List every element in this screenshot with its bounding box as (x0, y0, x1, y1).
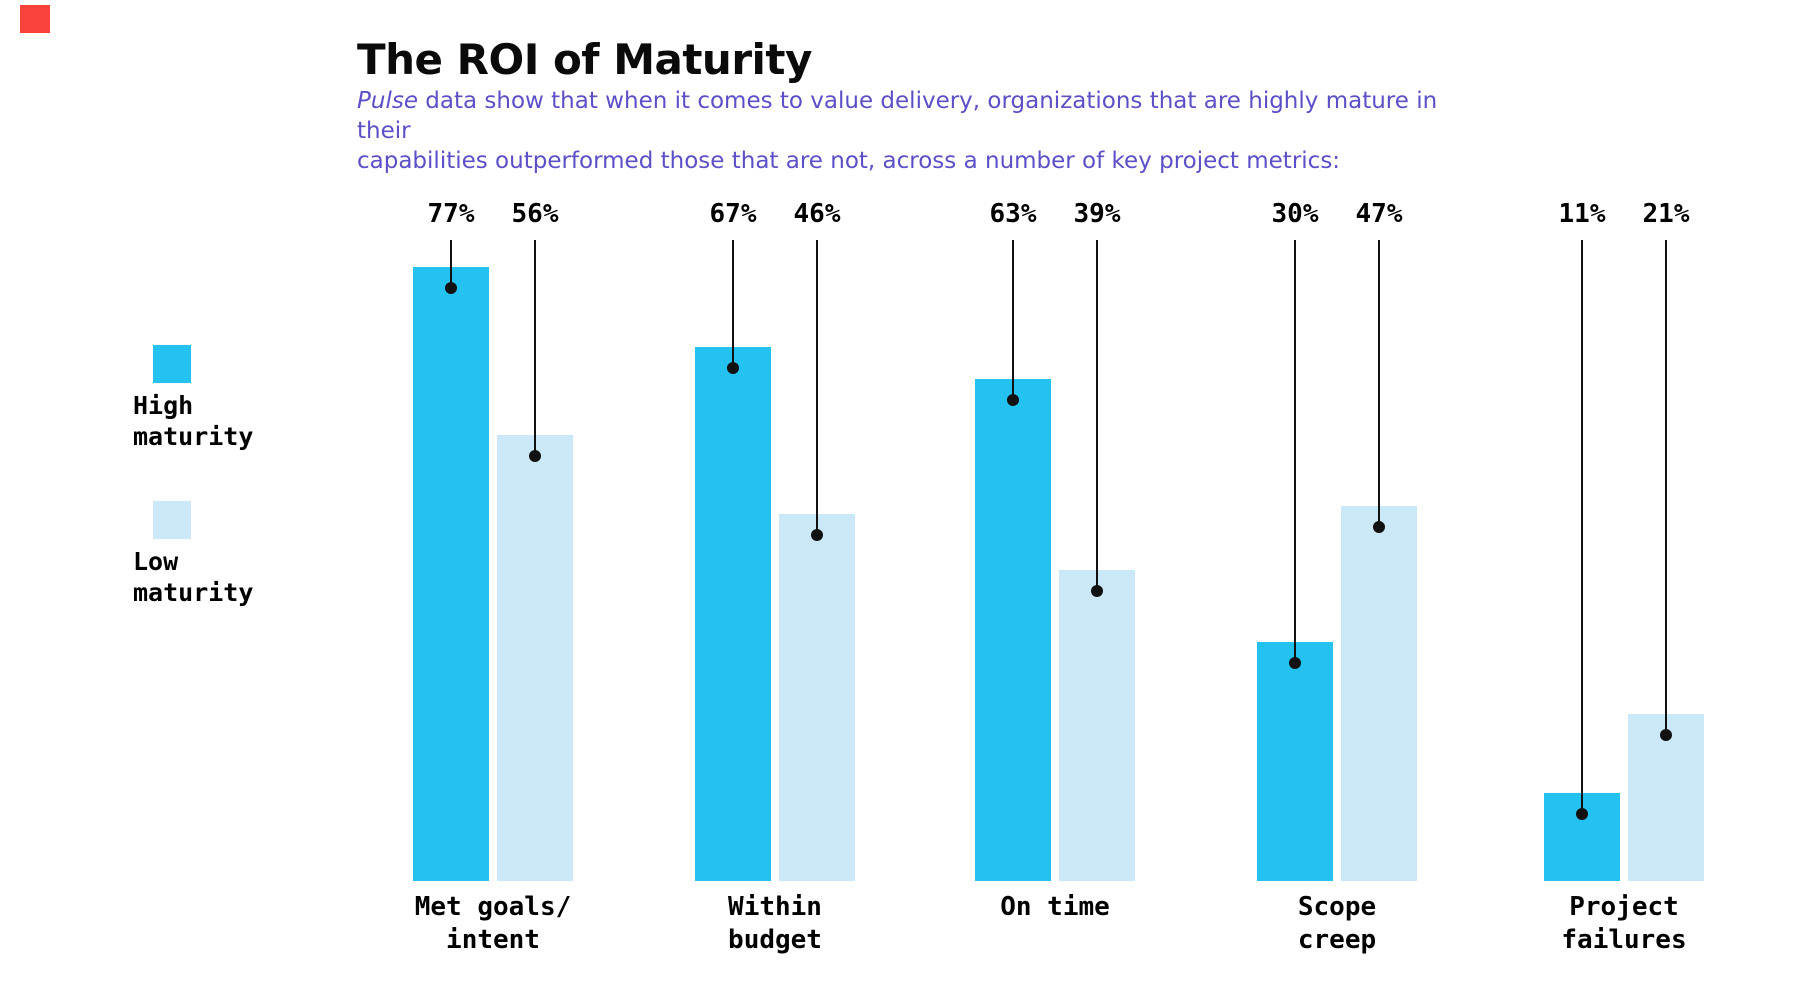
bar-high-maturity (975, 379, 1051, 881)
subtitle-line-1-rest: data show that when it comes to value de… (357, 88, 1438, 144)
brand-accent-square (20, 5, 50, 33)
leader-line (1665, 240, 1667, 735)
chart-subtitle: Pulse data show that when it comes to va… (357, 86, 1457, 176)
leader-dot (1091, 585, 1103, 597)
leader-line (1096, 240, 1098, 591)
leader-dot (811, 529, 823, 541)
legend-label-high-maturity: High maturity (133, 391, 254, 451)
value-label: 67% (709, 199, 757, 229)
category-label: Scope creep (1297, 892, 1377, 955)
bar-high-maturity (413, 267, 489, 881)
leader-line (450, 240, 452, 288)
leader-dot (1373, 521, 1385, 533)
bar-low-maturity (497, 435, 573, 881)
value-label: 63% (989, 199, 1037, 229)
bar-low-maturity (1628, 714, 1704, 881)
leader-line (534, 240, 536, 456)
bar-low-maturity (1341, 506, 1417, 881)
value-label: 21% (1642, 199, 1690, 229)
leader-dot (445, 282, 457, 294)
leader-line (816, 240, 818, 535)
legend-swatch-high-maturity (153, 345, 191, 383)
bar-high-maturity (695, 347, 771, 881)
leader-dot (1289, 657, 1301, 669)
leader-dot (727, 362, 739, 374)
category-label: On time (1000, 892, 1110, 922)
leader-dot (1576, 808, 1588, 820)
value-label: 39% (1073, 199, 1121, 229)
chart-title: The ROI of Maturity (357, 35, 812, 84)
subtitle-pulse-word: Pulse (357, 88, 418, 114)
category-label: Within budget (728, 892, 822, 955)
value-label: 56% (511, 199, 559, 229)
bar-high-maturity (1257, 642, 1333, 881)
leader-dot (1007, 394, 1019, 406)
value-label: 30% (1271, 199, 1319, 229)
bar-low-maturity (1059, 570, 1135, 881)
subtitle-line-2: capabilities outperformed those that are… (357, 148, 1341, 174)
bar-low-maturity (779, 514, 855, 881)
category-label: Project failures (1561, 892, 1687, 955)
value-label: 46% (793, 199, 841, 229)
value-label: 77% (427, 199, 475, 229)
legend-label-low-maturity: Low maturity (133, 547, 254, 607)
value-label: 47% (1355, 199, 1403, 229)
leader-line (1378, 240, 1380, 527)
leader-dot (529, 450, 541, 462)
leader-dot (1660, 729, 1672, 741)
leader-line (1012, 240, 1014, 400)
subtitle-line-1: Pulse data show that when it comes to va… (357, 86, 1457, 146)
value-label: 11% (1558, 199, 1606, 229)
leader-line (732, 240, 734, 368)
category-label: Met goals/ intent (414, 892, 572, 955)
leader-line (1294, 240, 1296, 663)
leader-line (1581, 240, 1583, 814)
legend-swatch-low-maturity (153, 501, 191, 539)
